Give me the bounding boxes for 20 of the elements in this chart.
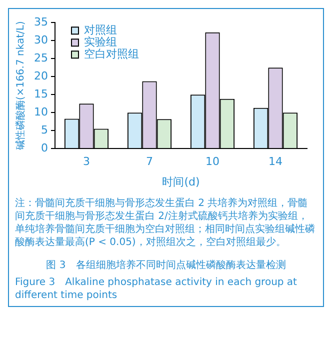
y-tick-label: 5 [40,123,48,136]
text: 注：骨髓间充质干细胞与骨形态发生蛋白 2 共培养为对照组，骨髓间充质干细胞与骨形态发生蛋白 2/注射式硫酸钙共培养为实验组，单纯培养骨髓间充质干细胞为空白对照组；相同时间点实验组碱性磷酸酶表达量最高(P < 0.05)，对照组次之，空白对照组最少。 [15,197,316,249]
y-tick-label: 0 [40,141,48,154]
y-tick-label: 10 [34,105,48,118]
y-tick-label: 30 [34,33,48,46]
text: Figure 3 Alkaline phosphatase activity in each group at different time points [15,276,298,302]
y-axis-title: 碱性磷酸酶(×166.7 nkat/L) [14,21,27,150]
y-tick-label: 35 [34,15,48,28]
legend-label: 空白对照组 [84,47,139,60]
x-tick-label: 7 [146,155,153,168]
x-tick-label: 10 [206,155,220,168]
x-tick-label: 3 [82,155,90,168]
y-tick-label: 25 [34,51,48,64]
y-tick-label: 20 [34,69,48,82]
legend-label: 对照组 [84,23,117,36]
text: 图 3 各组细胞培养不同时间点碱性磷酸酶表达量检测 [45,259,287,272]
legend-label: 实验组 [84,35,117,48]
x-tick-label: 14 [268,155,282,168]
y-tick-label: 15 [34,87,48,100]
x-axis-title: 时间(d) [162,175,200,188]
